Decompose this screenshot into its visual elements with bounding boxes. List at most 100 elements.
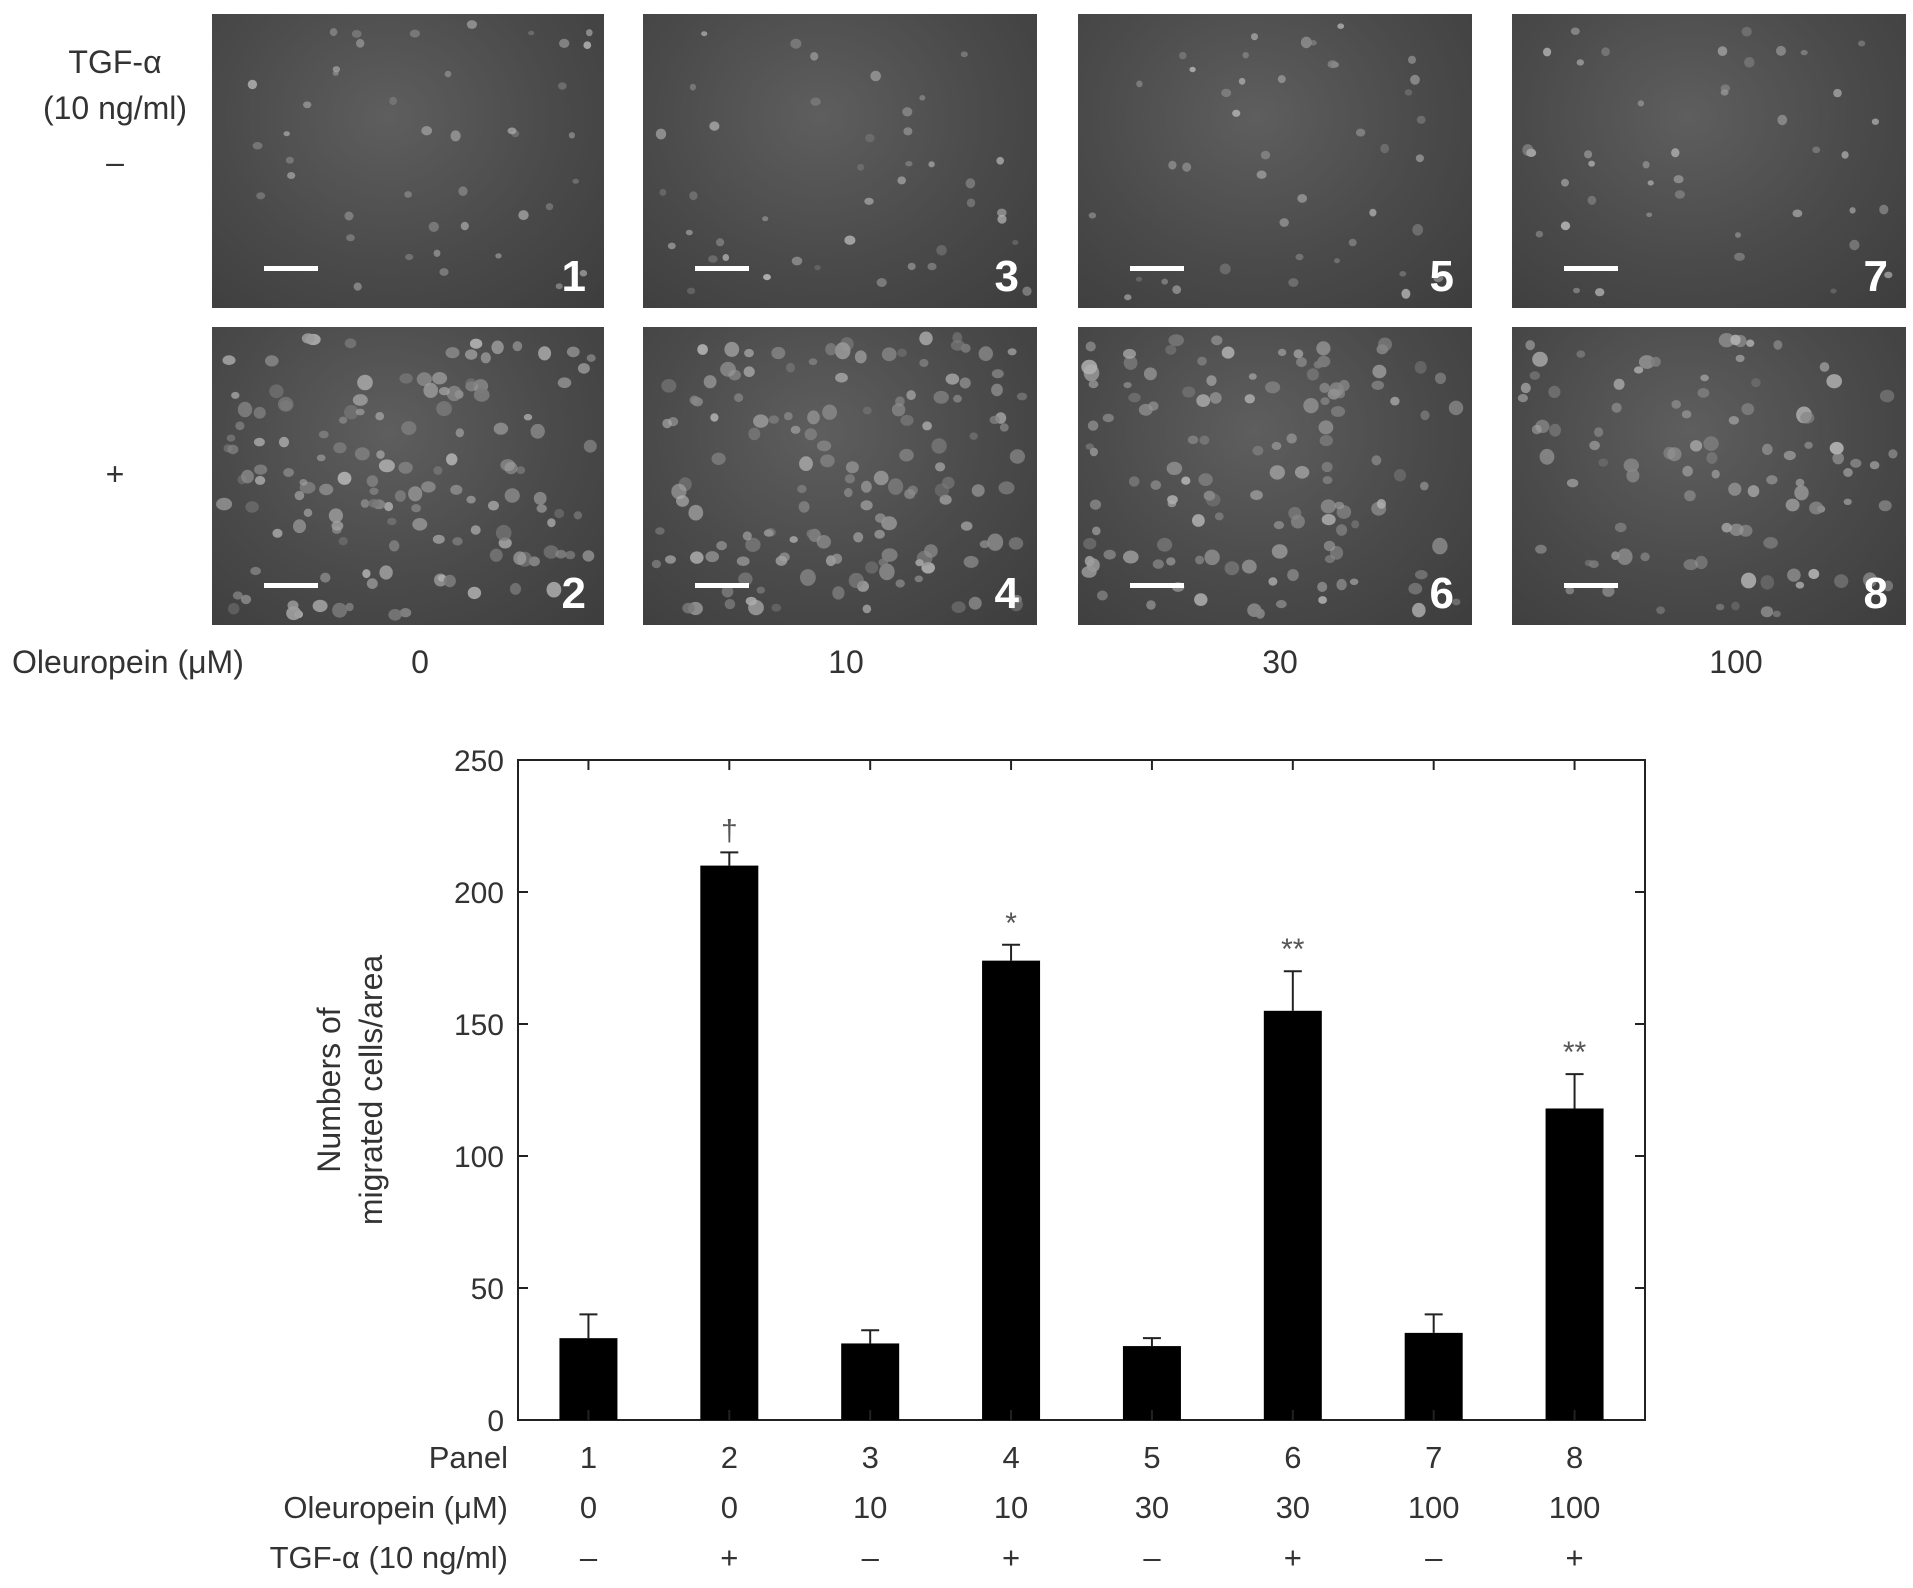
table-cell: 3 <box>862 1440 879 1475</box>
cell <box>518 210 529 221</box>
cell <box>1324 555 1335 564</box>
cell <box>240 594 252 605</box>
cell <box>294 490 305 501</box>
cell <box>545 203 554 211</box>
cell <box>1268 577 1278 586</box>
cell <box>1022 286 1032 296</box>
cell <box>572 178 579 184</box>
cell <box>558 82 567 90</box>
cell <box>786 362 795 373</box>
cell <box>1295 253 1304 261</box>
cell <box>1083 538 1097 550</box>
cell <box>724 599 736 610</box>
cell <box>338 537 348 546</box>
table-cell: 4 <box>1002 1440 1019 1475</box>
cell <box>878 558 889 567</box>
cell <box>1601 47 1610 57</box>
table-cell: + <box>720 1540 738 1575</box>
cell <box>1085 443 1094 450</box>
cell <box>1589 440 1600 451</box>
cell <box>1321 461 1333 473</box>
concentration-label: 30 <box>1262 644 1298 680</box>
cell <box>583 41 592 49</box>
plot-frame <box>517 759 1646 1421</box>
cell <box>253 406 266 419</box>
cell <box>1879 204 1889 215</box>
cell <box>1595 288 1605 297</box>
cell <box>1566 478 1579 488</box>
cell <box>939 494 952 505</box>
cell <box>991 369 1004 379</box>
cell <box>250 566 261 576</box>
cell <box>661 379 677 393</box>
cell <box>1690 440 1703 452</box>
cell <box>1390 396 1400 406</box>
cell <box>1884 271 1893 279</box>
cell <box>1203 490 1216 501</box>
cell <box>546 581 562 598</box>
cell <box>446 385 462 402</box>
cell <box>1735 232 1741 238</box>
cell <box>900 414 914 426</box>
cell <box>1433 274 1444 283</box>
cell <box>1617 548 1633 565</box>
cell <box>1009 449 1025 464</box>
cell <box>1744 57 1755 68</box>
cell <box>586 354 596 362</box>
cell <box>722 254 730 261</box>
cell <box>253 437 265 447</box>
cell <box>1124 294 1132 301</box>
cell <box>665 555 676 564</box>
cell <box>491 340 504 355</box>
bar <box>559 1338 618 1420</box>
cell <box>401 421 417 436</box>
cell <box>915 559 924 567</box>
cell <box>1415 570 1428 580</box>
cell <box>1321 514 1336 526</box>
cell <box>845 461 859 474</box>
cell <box>1576 59 1584 66</box>
cell <box>1787 568 1801 582</box>
cell <box>216 497 233 511</box>
cell <box>1288 278 1299 287</box>
cell <box>1517 394 1528 403</box>
cell <box>353 282 362 291</box>
cell <box>1092 526 1101 536</box>
cell <box>1165 345 1177 355</box>
cell <box>369 487 379 495</box>
cell <box>870 70 881 82</box>
cell <box>1728 482 1742 496</box>
table-cell: 100 <box>1549 1490 1601 1525</box>
cell <box>1834 574 1849 588</box>
micrograph-panel-4: 4 <box>643 327 1037 625</box>
cell <box>1404 89 1413 96</box>
cell <box>1535 419 1550 433</box>
bar <box>982 960 1041 1420</box>
cell <box>1248 373 1257 380</box>
cell <box>1330 406 1346 417</box>
cell <box>835 372 848 383</box>
cell <box>283 468 294 477</box>
cell <box>586 29 593 37</box>
cell <box>488 500 499 511</box>
micrograph-panel-6: 6 <box>1078 327 1472 625</box>
cell <box>1700 374 1709 382</box>
cell <box>1647 180 1654 186</box>
bar <box>1122 1346 1181 1420</box>
cell <box>804 428 817 441</box>
cell <box>682 602 695 614</box>
cell <box>853 532 864 543</box>
cell <box>1703 436 1719 451</box>
cell <box>709 121 720 131</box>
cell <box>1380 143 1390 154</box>
cell <box>1081 359 1098 375</box>
cell <box>557 377 572 388</box>
cell <box>1416 115 1426 124</box>
cell <box>1372 364 1387 379</box>
table-cell: 0 <box>580 1490 597 1525</box>
cell <box>337 471 352 485</box>
cell <box>881 347 897 362</box>
cell <box>689 395 700 405</box>
cell <box>428 221 439 232</box>
cell <box>945 373 960 385</box>
